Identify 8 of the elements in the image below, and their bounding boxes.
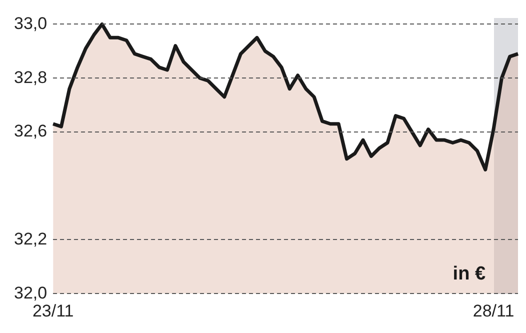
y-tick-label: 33,0	[14, 14, 48, 33]
x-tick-label: 23/11	[32, 301, 74, 320]
y-tick-label: 32,0	[14, 283, 48, 302]
annotation: in €	[452, 263, 486, 284]
x-tick-label: 28/11	[472, 301, 514, 320]
y-tick-label: 32,8	[14, 68, 48, 87]
y-tick-label: 32,6	[14, 122, 48, 141]
y-tick-label: 32,2	[14, 229, 48, 248]
